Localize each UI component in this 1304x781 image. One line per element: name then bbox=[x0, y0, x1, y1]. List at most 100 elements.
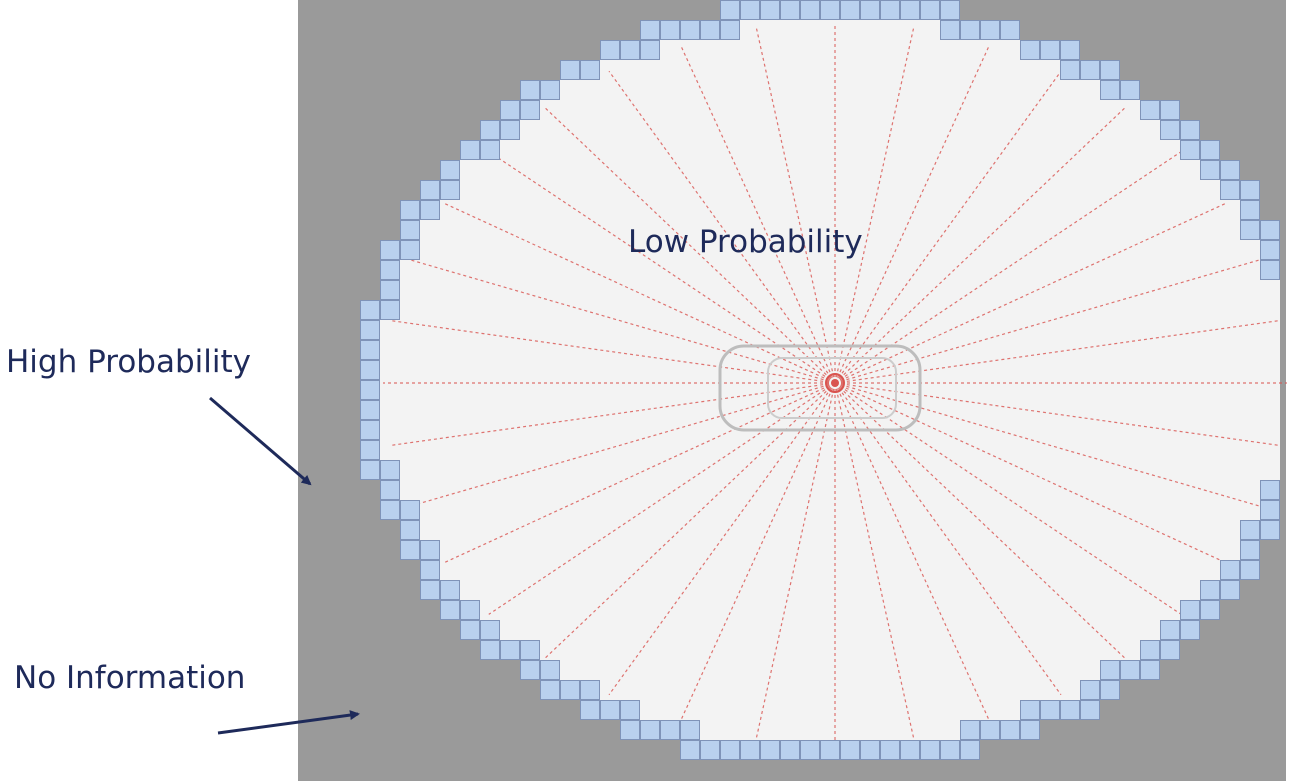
occupied-cell bbox=[840, 740, 860, 760]
sensor-ray bbox=[410, 382, 836, 507]
sensor-ray bbox=[755, 382, 836, 738]
sensor-ray bbox=[834, 259, 1260, 384]
annotation-arrows bbox=[209, 396, 360, 735]
occupied-cell bbox=[480, 120, 500, 140]
occupied-cell bbox=[1040, 40, 1060, 60]
occupied-cell bbox=[1240, 220, 1260, 240]
free-row bbox=[400, 260, 1280, 280]
occupied-cell bbox=[500, 100, 520, 120]
occupied-cell bbox=[1100, 680, 1120, 700]
occupied-cell bbox=[1160, 620, 1180, 640]
occupied-cell bbox=[960, 740, 980, 760]
occupied-cell bbox=[360, 400, 380, 420]
occupied-cell bbox=[480, 640, 500, 660]
occupied-cell bbox=[760, 740, 780, 760]
occupied-cell bbox=[1120, 80, 1140, 100]
occupied-cell bbox=[1180, 620, 1200, 640]
occupied-cell bbox=[360, 380, 380, 400]
occupied-cell bbox=[460, 600, 480, 620]
free-row bbox=[500, 120, 1180, 140]
high-probability-label: High Probability bbox=[6, 344, 251, 380]
sensor-ring bbox=[825, 373, 845, 393]
occupied-cell bbox=[940, 20, 960, 40]
occupied-cell bbox=[380, 300, 400, 320]
occupied-cell bbox=[620, 720, 640, 740]
occupied-cell bbox=[1180, 120, 1200, 140]
occupied-cell bbox=[540, 680, 560, 700]
free-row bbox=[400, 500, 1280, 520]
sensor-ray bbox=[755, 28, 836, 384]
occupied-cell bbox=[460, 620, 480, 640]
occupied-cell bbox=[860, 0, 880, 20]
occupied-cell bbox=[440, 180, 460, 200]
free-row bbox=[520, 100, 1160, 120]
occupied-cell bbox=[380, 260, 400, 280]
occupied-cell bbox=[920, 0, 940, 20]
occupied-cell bbox=[400, 500, 420, 520]
occupied-cell bbox=[1160, 100, 1180, 120]
occupied-cell bbox=[1060, 700, 1080, 720]
occupied-cell bbox=[1160, 120, 1180, 140]
occupied-cell bbox=[420, 580, 440, 600]
occupied-cell bbox=[400, 240, 420, 260]
free-row bbox=[360, 360, 1280, 380]
occupied-cell bbox=[1100, 80, 1120, 100]
occupied-cell bbox=[1180, 600, 1200, 620]
occupied-cell bbox=[1260, 260, 1280, 280]
free-row bbox=[440, 180, 1240, 200]
free-row bbox=[380, 460, 1280, 480]
occupied-cell bbox=[1220, 180, 1240, 200]
occupied-cell bbox=[520, 640, 540, 660]
occupied-cell bbox=[1060, 40, 1080, 60]
sensor-ray bbox=[834, 28, 915, 384]
sensor-ray bbox=[608, 382, 836, 696]
occupied-cell bbox=[980, 720, 1000, 740]
occupied-cell bbox=[1220, 560, 1240, 580]
occupied-cell bbox=[360, 420, 380, 440]
free-row bbox=[680, 20, 980, 40]
sensor-dot bbox=[831, 379, 839, 387]
occupied-cell bbox=[520, 80, 540, 100]
occupied-cell bbox=[1080, 60, 1100, 80]
sensor-ray bbox=[679, 44, 836, 384]
occupied-cell bbox=[980, 20, 1000, 40]
occupied-cell bbox=[540, 660, 560, 680]
sensor-ray bbox=[834, 70, 1062, 384]
occupied-cell bbox=[820, 0, 840, 20]
sensor-ray bbox=[834, 382, 1062, 696]
occupied-cell bbox=[800, 0, 820, 20]
free-row bbox=[400, 520, 1260, 540]
occupied-cell bbox=[660, 20, 680, 40]
occupied-cell bbox=[700, 20, 720, 40]
free-row bbox=[380, 480, 1280, 500]
occupied-cell bbox=[500, 640, 520, 660]
occupied-cell bbox=[680, 740, 700, 760]
occupied-cell bbox=[1200, 600, 1220, 620]
occupied-cell bbox=[740, 740, 760, 760]
free-row bbox=[380, 280, 1280, 300]
occupied-cell bbox=[660, 720, 680, 740]
occupied-cell bbox=[1100, 60, 1120, 80]
free-row bbox=[380, 440, 1280, 460]
occupied-cell bbox=[720, 740, 740, 760]
occupied-cell bbox=[420, 540, 440, 560]
low-probability-label: Low Probability bbox=[628, 224, 863, 260]
occupied-cell bbox=[360, 440, 380, 460]
free-row bbox=[360, 380, 1280, 400]
occupied-cell bbox=[380, 500, 400, 520]
occupied-cell bbox=[880, 740, 900, 760]
free-row bbox=[600, 700, 1060, 720]
occupied-cell bbox=[640, 720, 660, 740]
free-row bbox=[620, 40, 1040, 60]
free-row bbox=[380, 300, 1280, 320]
occupied-cell bbox=[480, 140, 500, 160]
free-row bbox=[500, 640, 1160, 660]
occupied-cell bbox=[460, 140, 480, 160]
occupied-cell bbox=[380, 480, 400, 500]
occupied-cell bbox=[1260, 240, 1280, 260]
occupied-cell bbox=[360, 320, 380, 340]
free-row bbox=[420, 200, 1240, 220]
occupied-cell bbox=[1200, 160, 1220, 180]
occupied-cell bbox=[840, 0, 860, 20]
